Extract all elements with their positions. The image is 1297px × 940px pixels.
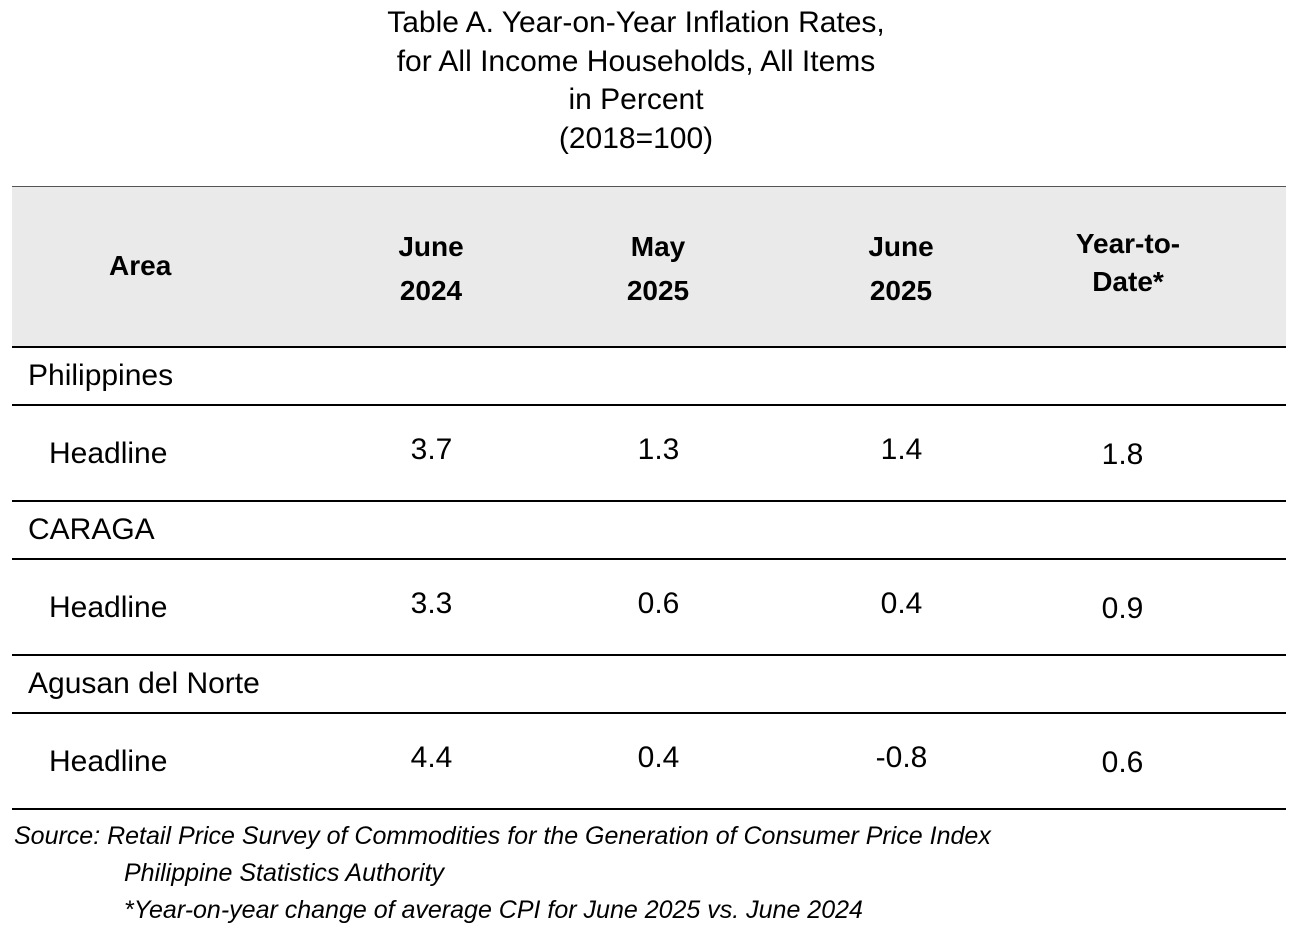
row-label: Headline — [12, 404, 318, 502]
source-note: Source: Retail Price Survey of Commoditi… — [14, 822, 991, 850]
table-row: Headline 3.7 1.3 1.4 1.8 — [12, 404, 1286, 502]
region-row-agusan-del-norte: Agusan del Norte — [12, 654, 1286, 714]
header-year-to-date: Year-to- Date* — [1010, 186, 1286, 348]
title-line-1: Table A. Year-on-Year Inflation Rates, — [387, 6, 885, 39]
header-may-2025-month: May — [630, 231, 686, 263]
table-row: Headline 4.4 0.4 -0.8 0.6 — [12, 712, 1286, 810]
value-june-2025: -0.8 — [782, 712, 1010, 810]
row-label: Headline — [12, 712, 318, 810]
title-line-2: for All Income Households, All Items — [396, 44, 876, 78]
region-row-philippines: Philippines — [12, 346, 1286, 406]
inflation-table-container: Area June 2024 May 2025 June 2025 Year-t… — [12, 186, 1286, 810]
value-may-2025: 1.3 — [554, 404, 782, 502]
header-june-2025-year: 2025 — [869, 275, 933, 307]
header-may-2025-year: 2025 — [626, 275, 690, 307]
value-year-to-date: 0.9 — [1010, 558, 1286, 656]
value-may-2025: 0.6 — [554, 558, 782, 656]
footnote: *Year-on-year change of average CPI for … — [124, 896, 863, 924]
region-name: Philippines — [12, 346, 1286, 406]
header-june-2025-month: June — [868, 231, 934, 263]
value-june-2024: 4.4 — [318, 712, 554, 810]
header-year-to-date-line-2: Date* — [1092, 266, 1164, 298]
header-june-2024-year: 2024 — [399, 275, 463, 307]
header-june-2025: June 2025 — [782, 186, 1010, 348]
header-june-2024-month: June — [398, 231, 464, 263]
agency-note: Philippine Statistics Authority — [124, 859, 445, 887]
table-notes: Source: Retail Price Survey of Commoditi… — [14, 818, 991, 929]
region-row-caraga: CARAGA — [12, 500, 1286, 560]
header-year-to-date-line-1: Year-to- — [1075, 228, 1181, 260]
value-june-2025: 1.4 — [782, 404, 1010, 502]
header-area: Area — [12, 186, 318, 348]
value-may-2025: 0.4 — [554, 712, 782, 810]
region-name: CARAGA — [12, 500, 1286, 560]
value-year-to-date: 0.6 — [1010, 712, 1286, 810]
value-year-to-date: 1.8 — [1010, 404, 1286, 502]
value-june-2024: 3.7 — [318, 404, 554, 502]
title-line-3: in Percent — [568, 83, 704, 116]
table-row: Headline 3.3 0.6 0.4 0.9 — [12, 558, 1286, 656]
region-name: Agusan del Norte — [12, 654, 1286, 714]
table-title: Table A. Year-on-Year Inflation Rates, f… — [0, 4, 1272, 158]
header-area-label: Area — [109, 250, 172, 282]
header-june-2024: June 2024 — [318, 186, 554, 348]
header-row: Area June 2024 May 2025 June 2025 Year-t… — [12, 186, 1286, 348]
inflation-table: Area June 2024 May 2025 June 2025 Year-t… — [12, 186, 1286, 810]
value-june-2024: 3.3 — [318, 558, 554, 656]
row-label: Headline — [12, 558, 318, 656]
title-line-4: (2018=100) — [558, 121, 714, 155]
header-may-2025: May 2025 — [554, 186, 782, 348]
value-june-2025: 0.4 — [782, 558, 1010, 656]
